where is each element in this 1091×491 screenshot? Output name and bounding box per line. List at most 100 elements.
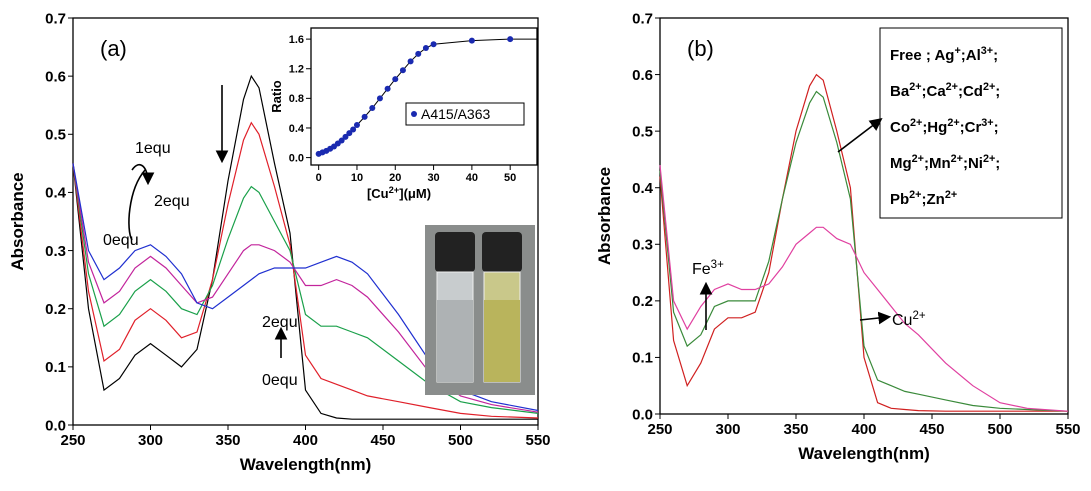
x-axis-label: Wavelength(nm): [240, 455, 372, 474]
annotation: Cu2+: [892, 310, 926, 329]
legend-line-part: ;: [993, 47, 998, 64]
y-tick-label: 0.3: [45, 243, 66, 260]
x-tick-label: 300: [715, 421, 740, 438]
y-axis-label: Absorbance: [8, 172, 27, 270]
spectrum-line: [72, 74, 538, 420]
x-tick-label: 450: [919, 421, 944, 438]
legend-line-part: 2+: [909, 189, 921, 201]
legend-line-part: Mg: [890, 155, 912, 172]
legend-line-part: ;: [995, 83, 1000, 100]
annotation-part: 3+: [711, 259, 724, 271]
x-tick-label: 400: [851, 421, 876, 438]
x-tick-label: 350: [783, 421, 808, 438]
legend-line-part: ;: [995, 155, 1000, 172]
photo: [425, 225, 535, 395]
x-tick-label: 30: [427, 172, 439, 184]
ratio-point: [376, 95, 383, 102]
ratio-point: [346, 130, 353, 137]
ratio-point: [392, 76, 399, 83]
y-tick-label: 0.2: [45, 301, 66, 318]
legend-line-part: +: [954, 45, 960, 57]
x-tick-label: 250: [60, 432, 85, 449]
legend-line: Ba2+;Ca2+;Cd2+;: [890, 81, 1000, 100]
legend-line: Co2+;Hg2+;Cr3+;: [890, 117, 999, 136]
ratio-point: [353, 122, 360, 129]
y-tick-label: 0.5: [632, 123, 653, 140]
annotation: 1equ: [135, 140, 171, 157]
x-tick-label: 40: [466, 172, 478, 184]
ratio-point: [361, 113, 368, 120]
legend-line-part: 2+: [951, 153, 963, 165]
ratio-point: [507, 36, 514, 43]
legend-line-part: 2+: [945, 189, 957, 201]
inset-y-label: Ratio: [269, 80, 284, 113]
legend-line-part: 2+: [947, 117, 959, 129]
legend-line-part: 3+: [981, 117, 993, 129]
legend-line-part: ;Cr: [960, 119, 982, 136]
legend-line-part: ;: [994, 119, 999, 136]
x-tick-label: 550: [1055, 421, 1080, 438]
x-tick-label: 0: [316, 172, 322, 184]
x-tick-label: 500: [987, 421, 1012, 438]
x-tick-label: 50: [504, 172, 516, 184]
annotation-part: Cu: [892, 312, 912, 329]
legend-line-part: ;Hg: [922, 119, 947, 136]
x-tick-label: 300: [138, 432, 163, 449]
y-tick-label: 0.5: [45, 127, 66, 144]
legend-line-part: 3+: [981, 45, 993, 57]
x-tick-label: 550: [525, 432, 550, 449]
legend-line-part: ;Zn: [921, 191, 944, 208]
x-axis-label: Wavelength(nm): [798, 444, 930, 463]
annotation: 2equ: [262, 314, 298, 331]
legend-line: Pb2+;Zn2+: [890, 189, 957, 208]
ratio-point: [407, 58, 414, 65]
ratio-point: [338, 137, 345, 144]
y-tick-label: 1.2: [289, 64, 304, 76]
ratio-point: [342, 133, 349, 140]
ratio-point: [350, 126, 357, 133]
legend-line-part: ;Al: [961, 47, 981, 64]
inset-x-label-part: [Cu: [367, 186, 389, 201]
legend-line: Mg2+;Mn2+;Ni2+;: [890, 153, 1000, 172]
y-tick-label: 0.4: [632, 180, 654, 197]
ratio-point: [430, 41, 437, 48]
annotation: Fe3+: [692, 259, 724, 278]
legend-line-part: Free ; Ag: [890, 47, 954, 64]
y-tick-label: 0.0: [45, 417, 66, 434]
legend-label: A415/A363: [421, 106, 490, 122]
legend-line-part: ;Ni: [963, 155, 983, 172]
y-tick-label: 0.7: [45, 10, 66, 27]
legend-line-part: Pb: [890, 191, 909, 208]
spectrum-line: [659, 73, 1068, 412]
legend-line-part: 2+: [912, 153, 924, 165]
legend-line-part: Co: [890, 119, 910, 136]
spectrum-line: [72, 163, 539, 413]
x-tick-label: 20: [389, 172, 401, 184]
inset-x-label-part: 2+: [389, 185, 400, 195]
y-tick-label: 0.0: [632, 406, 653, 423]
y-tick-label: 0.2: [632, 293, 653, 310]
x-tick-label: 450: [370, 432, 395, 449]
y-tick-label: 0.7: [632, 10, 653, 27]
inset-x-label-part: ](μM): [399, 186, 431, 201]
legend-box: [405, 102, 525, 126]
ratio-point: [415, 50, 422, 57]
arrows: [128, 85, 892, 358]
inset-x-label: [Cu2+](μM): [367, 185, 431, 201]
spectrum-line: [72, 163, 539, 412]
ratio-point: [384, 85, 391, 92]
legend-line-part: 2+: [983, 81, 995, 93]
annotation: 0equ: [262, 372, 298, 389]
legend-line-part: ;Ca: [922, 83, 947, 100]
annotation: 2equ: [154, 193, 190, 210]
plot-frame: [310, 27, 538, 166]
annotation: 0equ: [103, 232, 139, 249]
legend-line-part: 2+: [909, 81, 921, 93]
panel-label: (a): [100, 36, 127, 61]
legend-line-part: ;Mn: [924, 155, 951, 172]
legend-line-part: 2+: [910, 117, 922, 129]
x-tick-label: 500: [448, 432, 473, 449]
ratio-point: [399, 67, 406, 74]
annotation-part: 2+: [912, 310, 925, 322]
